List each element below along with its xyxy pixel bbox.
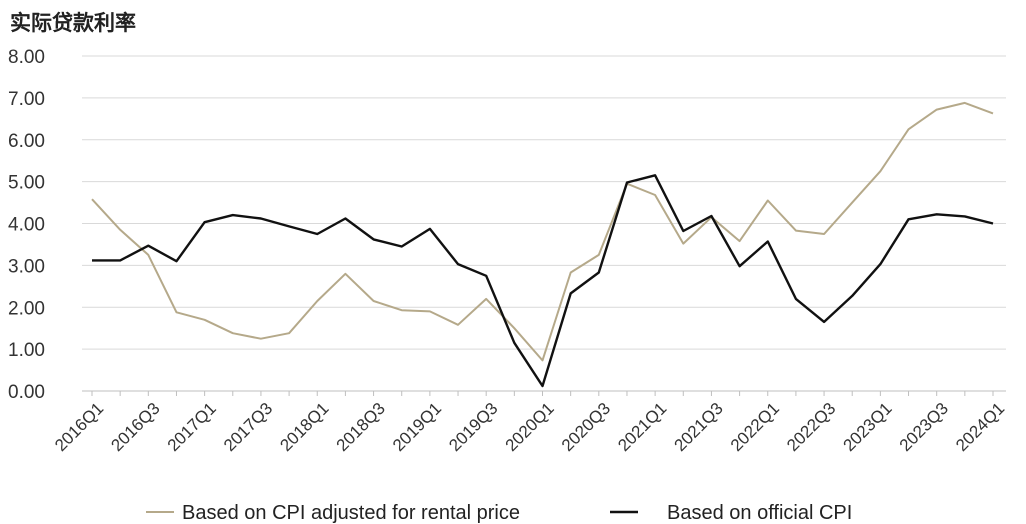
legend-label: Based on official CPI bbox=[667, 502, 852, 524]
series-line-official-cpi bbox=[92, 174, 994, 388]
series-lines bbox=[91, 101, 994, 388]
x-tick-label: 2017Q3 bbox=[220, 399, 276, 455]
x-tick-label: 2016Q3 bbox=[107, 399, 163, 455]
x-tick-label: 2023Q3 bbox=[896, 399, 952, 455]
y-tick-label: 7.00 bbox=[8, 89, 45, 110]
series-line-rental-adjusted bbox=[91, 101, 994, 362]
y-tick-label: 4.00 bbox=[8, 215, 45, 236]
legend-label: Based on CPI adjusted for rental price bbox=[182, 502, 520, 524]
x-tick-label: 2019Q3 bbox=[445, 399, 501, 455]
x-tick-label: 2022Q1 bbox=[727, 399, 783, 455]
x-tick-label: 2016Q1 bbox=[51, 399, 107, 455]
x-tick-label: 2021Q3 bbox=[671, 399, 727, 455]
y-tick-label: 2.00 bbox=[8, 298, 45, 319]
y-tick-label: 8.00 bbox=[8, 47, 45, 68]
y-tick-label: 5.00 bbox=[8, 173, 45, 194]
x-tick-label: 2023Q1 bbox=[839, 399, 895, 455]
x-tick-label: 2018Q3 bbox=[333, 399, 389, 455]
chart-title: 实际贷款利率 bbox=[10, 11, 136, 35]
x-tick-labels: 2016Q1 2016Q3 2017Q1 2017Q3 2018Q1 2018Q3 2019… bbox=[51, 399, 1008, 455]
x-tick-label: 2022Q3 bbox=[783, 399, 839, 455]
legend: Based on CPI adjusted for rental price Ba… bbox=[146, 502, 852, 524]
y-tick-label: 1.00 bbox=[8, 340, 45, 361]
y-tick-labels: 0.00 1.00 2.00 3.00 4.00 5.00 6.00 7.00 8.00 bbox=[8, 47, 45, 403]
y-tick-label: 6.00 bbox=[8, 131, 45, 152]
x-tick-label: 2021Q1 bbox=[614, 399, 670, 455]
x-tick-label: 2020Q1 bbox=[502, 399, 558, 455]
x-tick-label: 2017Q1 bbox=[164, 399, 220, 455]
x-tick-label: 2024Q1 bbox=[952, 399, 1008, 455]
x-tick-label: 2019Q1 bbox=[389, 399, 445, 455]
x-tick-label: 2018Q1 bbox=[276, 399, 332, 455]
y-tick-label: 3.00 bbox=[8, 256, 45, 277]
x-tick-label: 2020Q3 bbox=[558, 399, 614, 455]
grid-lines bbox=[82, 55, 1006, 396]
y-tick-label: 0.00 bbox=[8, 382, 45, 403]
